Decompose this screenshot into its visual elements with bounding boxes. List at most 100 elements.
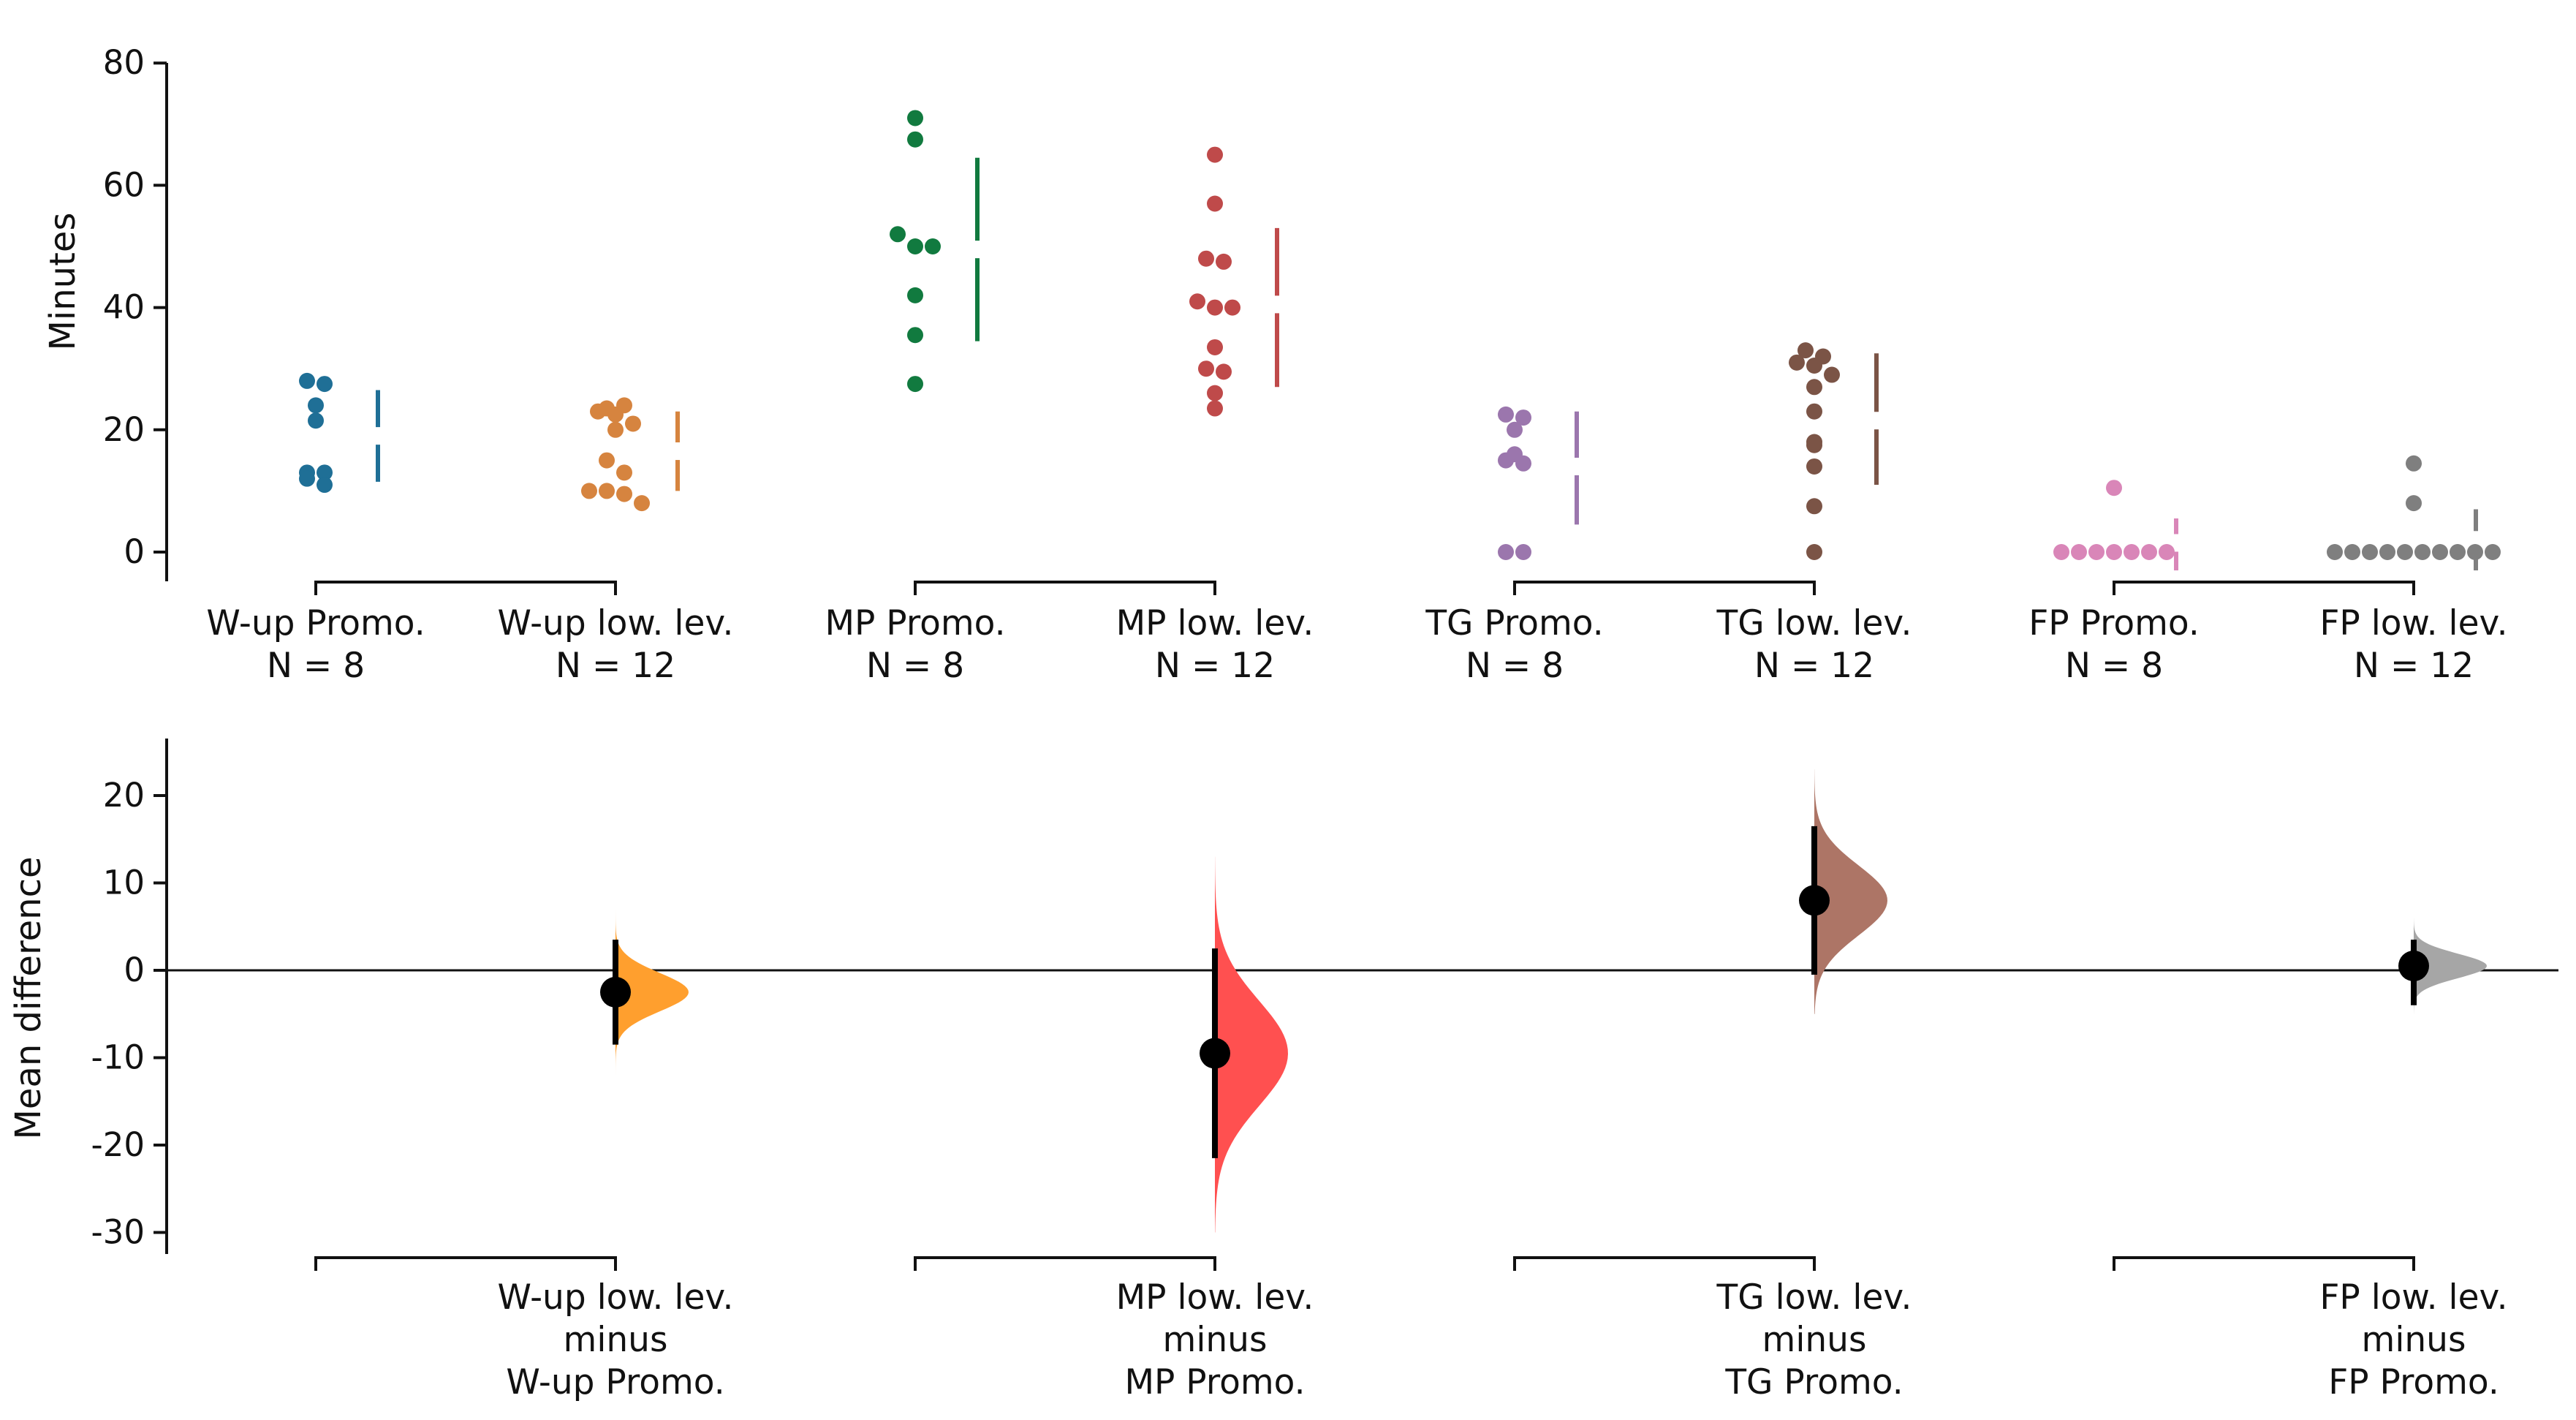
data-point	[607, 421, 624, 438]
comparison-bracket	[314, 1256, 617, 1271]
comparison-label-line: FP Promo.	[2328, 1362, 2499, 1402]
y-tick-label: 40	[103, 288, 145, 327]
y-axis-title: Mean difference	[8, 857, 49, 1140]
comparison-label-line: MP Promo.	[1124, 1362, 1305, 1402]
y-tick-label: 0	[124, 951, 145, 989]
group-n-label: N = 8	[1466, 646, 1564, 686]
y-tick-label: -10	[91, 1038, 145, 1077]
data-point	[607, 406, 624, 423]
data-point	[1198, 250, 1214, 267]
data-point	[2141, 544, 2157, 560]
comparison-label-line: W-up low. lev.	[498, 1277, 734, 1318]
pair-bracket	[1513, 581, 1816, 595]
data-point	[1207, 146, 1223, 163]
data-point	[625, 415, 641, 432]
data-point	[925, 238, 941, 254]
y-tick-label: 20	[103, 410, 145, 449]
data-point	[2379, 544, 2395, 560]
data-point	[1498, 452, 1514, 469]
data-point	[1498, 406, 1514, 423]
comparison-label-line: TG Promo.	[1724, 1362, 1903, 1402]
data-point	[299, 372, 315, 389]
group-name-label: W-up low. lev.	[498, 603, 734, 643]
data-point	[1198, 360, 1214, 377]
data-point	[907, 131, 923, 148]
data-point	[2071, 544, 2087, 560]
comparison-label-line: minus	[564, 1320, 668, 1360]
data-point	[907, 376, 923, 393]
group-n-label: N = 8	[267, 646, 365, 686]
y-tick-label: 80	[103, 43, 145, 82]
data-point	[1216, 253, 1232, 270]
data-point	[1806, 403, 1822, 420]
y-axis-title: Minutes	[42, 213, 83, 351]
comparison-bracket	[1513, 1256, 1816, 1271]
data-point	[590, 403, 606, 420]
bootstrap-distribution	[1215, 856, 1288, 1233]
data-point	[2485, 544, 2501, 560]
data-point	[1515, 455, 1531, 472]
data-point	[2106, 544, 2122, 560]
group-name-label: MP Promo.	[825, 603, 1005, 643]
data-point	[1806, 379, 1822, 396]
comparison-bracket	[914, 1256, 1216, 1271]
group-name-label: MP low. lev.	[1116, 603, 1314, 643]
y-tick-label: 60	[103, 165, 145, 204]
y-tick-label: 10	[103, 864, 145, 902]
data-point	[2088, 544, 2105, 560]
data-point	[1806, 458, 1822, 475]
data-point	[1224, 299, 1240, 316]
mean-difference-dot	[2398, 951, 2429, 982]
pair-bracket	[2113, 581, 2415, 595]
data-point	[581, 483, 597, 499]
data-point	[1515, 544, 1531, 560]
comparison-label-line: MP low. lev.	[1116, 1277, 1314, 1318]
group-name-label: TG low. lev.	[1716, 603, 1912, 643]
data-point	[616, 486, 632, 502]
mean-difference-dot	[600, 976, 631, 1008]
data-point	[299, 470, 315, 487]
comparison-label-line: FP low. lev.	[2319, 1277, 2507, 1318]
comparison-label-line: W-up Promo.	[506, 1362, 724, 1402]
comparison-label-line: TG low. lev.	[1716, 1277, 1912, 1318]
data-point	[890, 226, 906, 243]
pair-bracket	[914, 581, 1216, 595]
bootstrap-distribution	[615, 909, 689, 1076]
comparison-label-line: minus	[2362, 1320, 2466, 1360]
group-name-label: W-up Promo.	[206, 603, 425, 643]
group-n-label: N = 12	[556, 646, 675, 686]
data-point	[1806, 498, 1822, 515]
data-point	[1207, 400, 1223, 417]
group-n-label: N = 8	[2065, 646, 2163, 686]
data-point	[1789, 354, 1805, 371]
y-tick-label: 20	[103, 776, 145, 815]
data-point	[308, 397, 324, 414]
data-point	[2327, 544, 2343, 560]
data-point	[2159, 544, 2175, 560]
y-tick-label: -20	[91, 1125, 145, 1164]
data-point	[2344, 544, 2360, 560]
data-point	[2053, 544, 2069, 560]
data-point	[308, 412, 324, 429]
data-point	[1515, 409, 1531, 426]
data-point	[1806, 437, 1822, 453]
group-n-label: N = 8	[866, 646, 964, 686]
data-point	[2406, 455, 2422, 472]
data-point	[1507, 421, 1523, 438]
data-point	[1498, 544, 1514, 560]
data-point	[907, 287, 923, 303]
data-point	[1806, 544, 1822, 560]
pair-bracket	[314, 581, 617, 595]
data-point	[317, 376, 333, 393]
data-point	[2397, 544, 2413, 560]
bootstrap-distribution	[2414, 918, 2487, 1014]
data-point	[1207, 299, 1223, 316]
y-tick-label: -30	[91, 1213, 145, 1252]
data-point	[1189, 293, 1205, 310]
data-point	[2450, 544, 2466, 560]
data-point	[2124, 544, 2140, 560]
data-point	[907, 238, 923, 254]
data-point	[634, 495, 650, 512]
